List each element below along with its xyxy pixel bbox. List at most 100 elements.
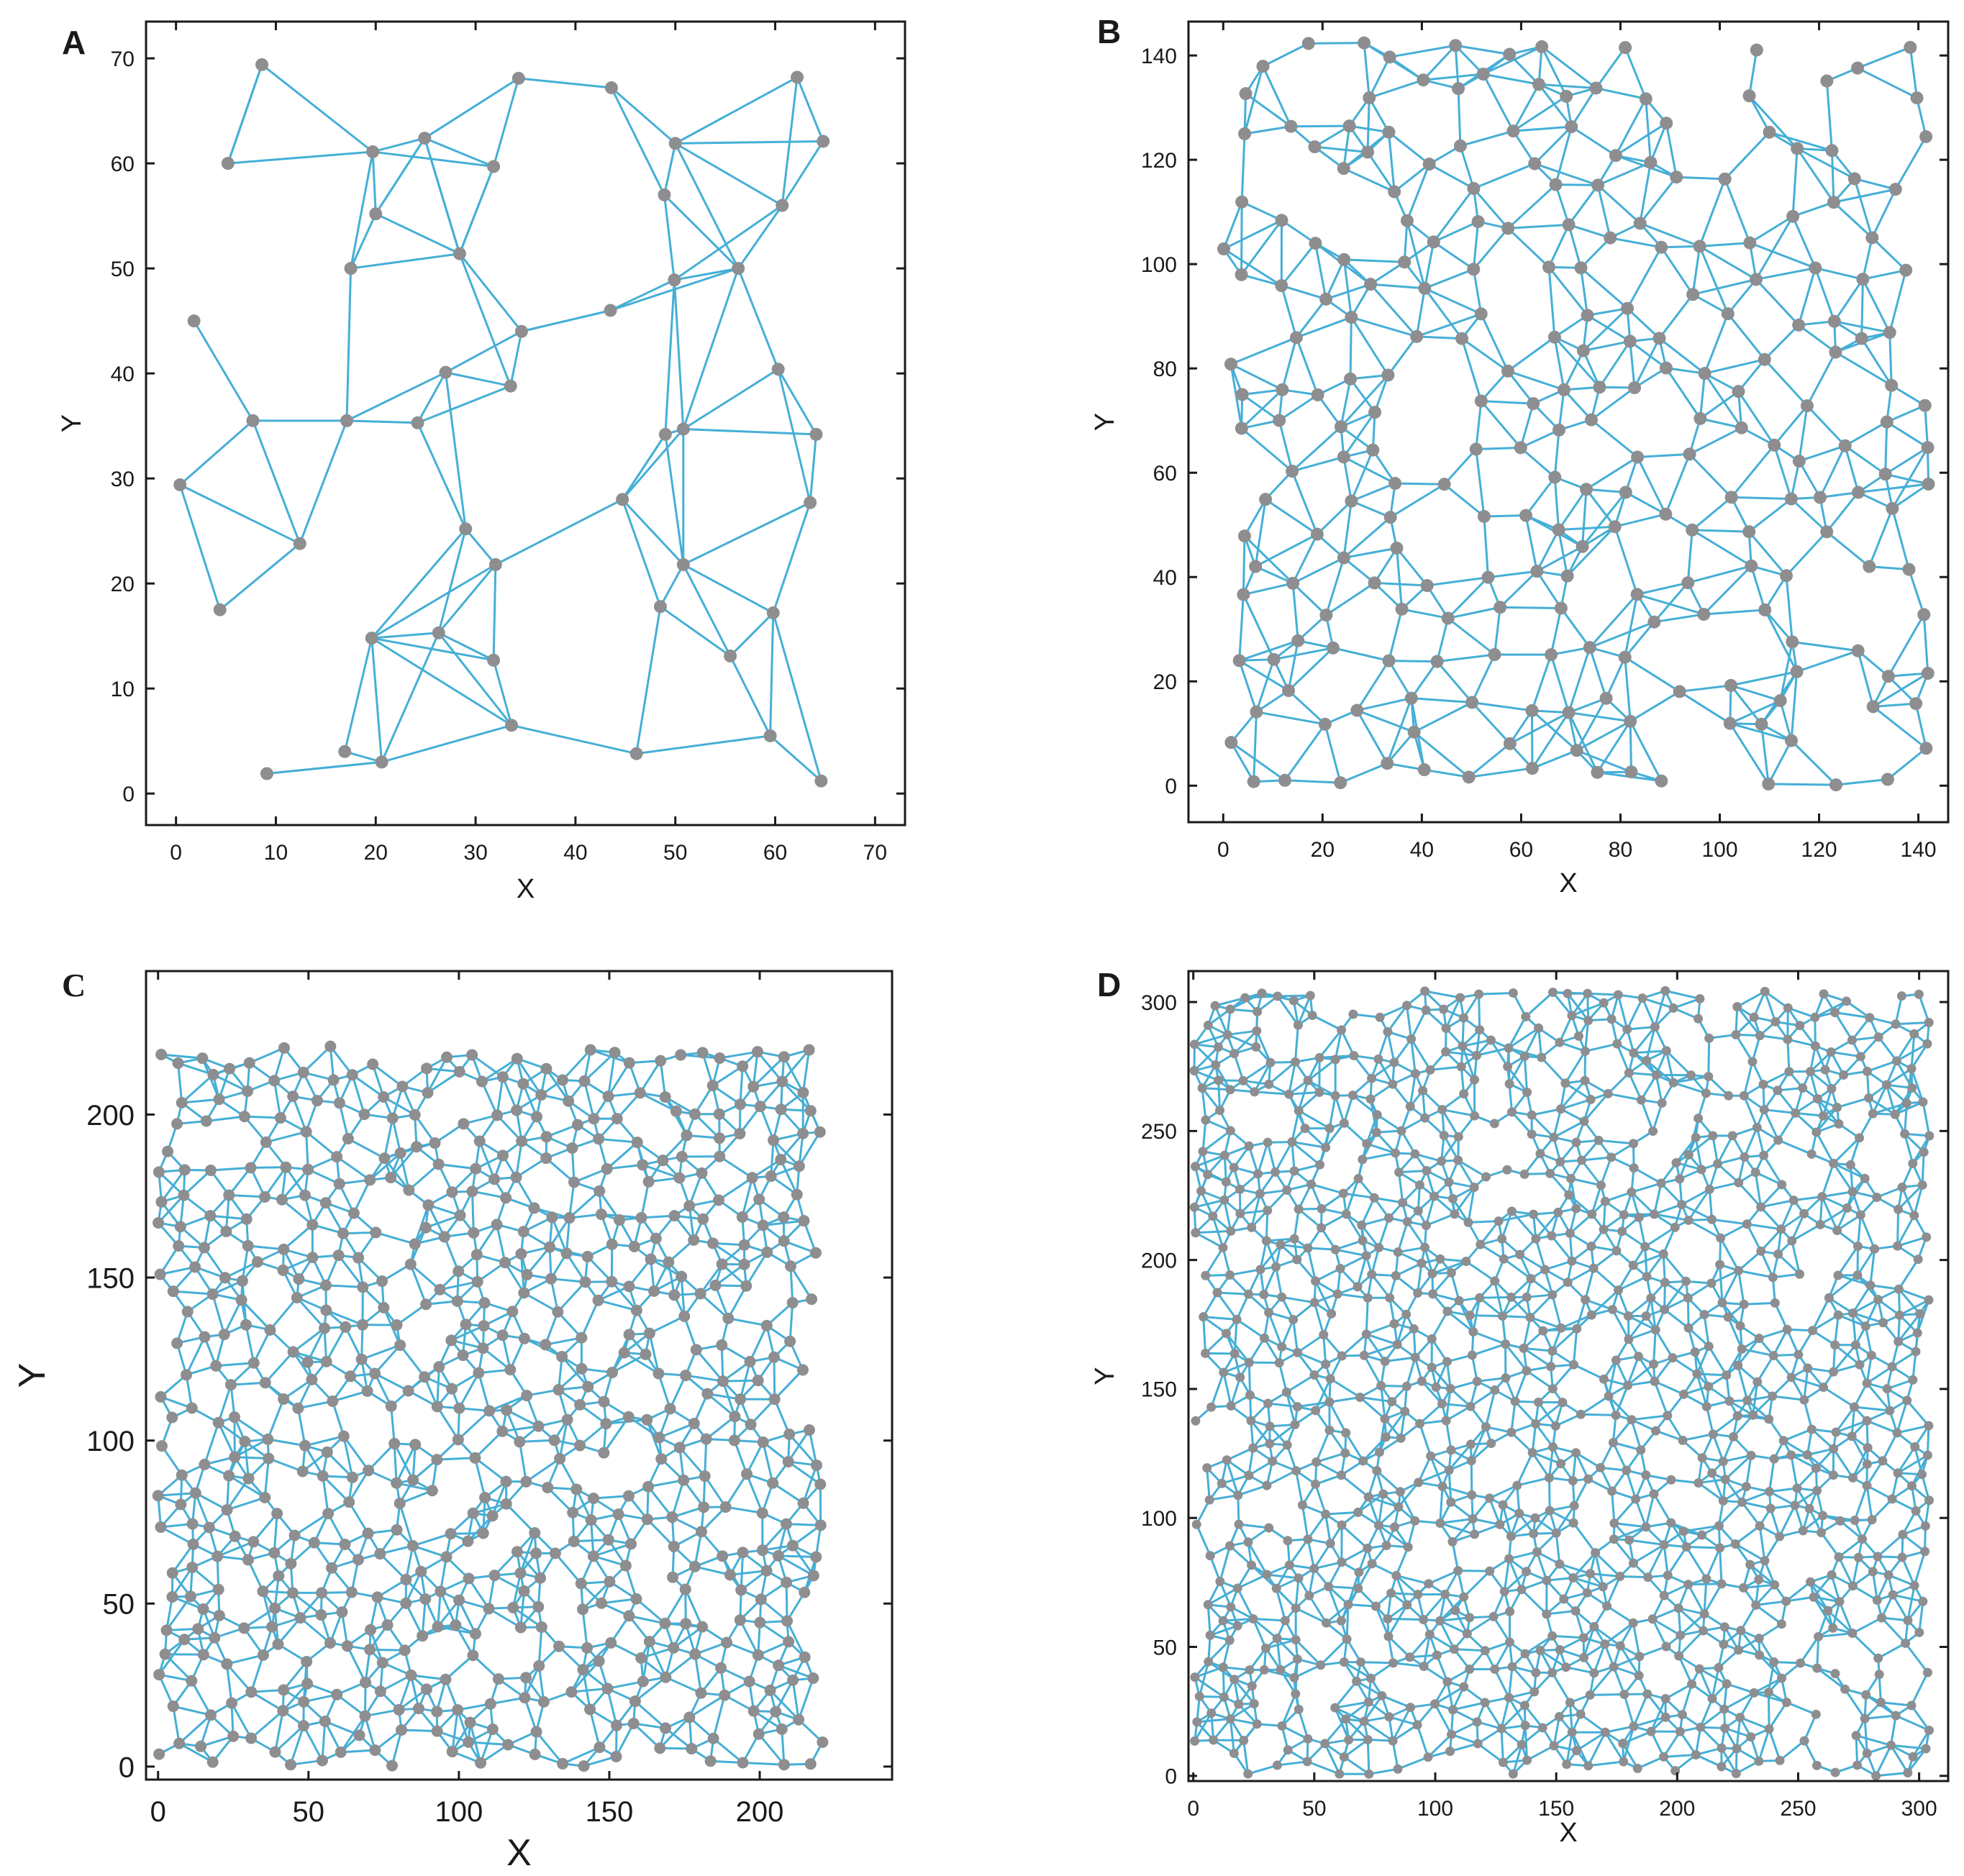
- network-node: [269, 1746, 281, 1758]
- network-edge: [1238, 593, 1245, 662]
- network-node: [668, 1289, 681, 1301]
- network-edge: [407, 1162, 440, 1191]
- network-edge: [458, 165, 495, 255]
- network-edge: [759, 1105, 775, 1142]
- network-node: [362, 1527, 374, 1539]
- network-edge: [1636, 581, 1689, 596]
- network-edge: [1697, 1481, 1724, 1502]
- network-edge: [1553, 336, 1565, 391]
- x-tick-label: 60: [763, 841, 787, 865]
- network-node: [643, 1327, 655, 1339]
- network-edge: [1523, 1055, 1529, 1093]
- network-edge: [1582, 350, 1601, 388]
- network-edge: [1755, 215, 1794, 281]
- network-edge: [172, 1705, 181, 1745]
- network-edge: [1853, 177, 1873, 239]
- network-node: [415, 1565, 427, 1577]
- network-node: [238, 1622, 250, 1634]
- network-node: [431, 1725, 443, 1737]
- network-edge: [1688, 452, 1733, 498]
- network-edge: [212, 1293, 226, 1336]
- network-edge: [1475, 446, 1522, 450]
- network-edge: [1730, 496, 1793, 501]
- network-edge: [700, 1506, 727, 1533]
- network-edge: [1535, 529, 1560, 573]
- network-edge: [1530, 709, 1578, 752]
- network-node: [1319, 292, 1333, 306]
- network-edge: [1417, 1454, 1432, 1484]
- network-node: [809, 427, 823, 441]
- network-node: [278, 1042, 290, 1054]
- network-edge: [1704, 358, 1766, 375]
- network-edge: [774, 1679, 794, 1713]
- network-node: [409, 1439, 422, 1451]
- network-edge: [678, 1446, 706, 1477]
- network-edge: [1918, 1600, 1924, 1634]
- network-node: [1481, 570, 1495, 584]
- network-edge: [1748, 94, 1799, 150]
- network-edge: [496, 1114, 523, 1143]
- panel-a-y-axis-label: Y: [57, 414, 87, 432]
- network-edge: [1454, 44, 1485, 76]
- network-edge: [669, 1374, 687, 1410]
- network-node: [781, 1615, 794, 1627]
- network-edge: [227, 150, 374, 165]
- network-node: [734, 1098, 746, 1111]
- network-node: [491, 1109, 504, 1121]
- network-edge: [509, 330, 523, 388]
- network-node: [450, 1619, 462, 1631]
- network-edge: [1368, 96, 1390, 134]
- network-node: [1758, 352, 1771, 366]
- network-edge: [1229, 336, 1298, 365]
- network-node: [206, 1288, 219, 1301]
- network-edge: [635, 605, 662, 755]
- network-node: [645, 1253, 657, 1265]
- network-node: [445, 1528, 457, 1540]
- network-edge: [1896, 1424, 1930, 1434]
- network-node: [446, 1186, 458, 1198]
- network-node: [285, 1759, 297, 1771]
- network-edge: [327, 1512, 346, 1546]
- network-edge: [1417, 1262, 1423, 1294]
- network-edge: [1291, 455, 1345, 473]
- network-node: [1560, 89, 1573, 103]
- network-edge: [1619, 1644, 1640, 1677]
- network-edge: [1540, 45, 1568, 98]
- network-node: [1624, 714, 1637, 728]
- network-edge: [1859, 1214, 1876, 1250]
- network-edge: [1555, 183, 1599, 186]
- network-edge: [1590, 386, 1636, 422]
- network-edge: [1745, 1223, 1783, 1231]
- network-edge: [1243, 125, 1293, 135]
- network-edge: [439, 1590, 457, 1626]
- network-edge: [1755, 1600, 1788, 1606]
- network-node: [306, 1373, 318, 1385]
- network-edge: [1275, 1265, 1283, 1298]
- network-node: [1235, 268, 1248, 281]
- network-edge: [1585, 488, 1627, 493]
- network-node: [1847, 172, 1861, 186]
- network-node: [504, 379, 517, 393]
- network-edge: [266, 1438, 306, 1447]
- network-edge: [1288, 1060, 1296, 1096]
- network-edge: [712, 1242, 746, 1266]
- network-node: [737, 1060, 749, 1073]
- network-edge: [1594, 1552, 1622, 1578]
- network-edge: [554, 1552, 583, 1585]
- network-node: [378, 1301, 390, 1313]
- network-edge: [648, 1640, 667, 1679]
- network-edge: [281, 1168, 309, 1201]
- network-edge: [520, 309, 612, 333]
- network-edge: [1450, 1271, 1460, 1302]
- network-edge: [1910, 1671, 1929, 1707]
- network-node: [420, 1298, 432, 1311]
- network-node: [1910, 91, 1924, 105]
- network-node: [1239, 87, 1252, 101]
- network-edge: [178, 1713, 212, 1745]
- network-node: [475, 1757, 487, 1769]
- network-node: [1790, 665, 1804, 678]
- network-edge: [1439, 1521, 1476, 1536]
- network-node: [512, 71, 525, 85]
- network-node: [1694, 411, 1707, 425]
